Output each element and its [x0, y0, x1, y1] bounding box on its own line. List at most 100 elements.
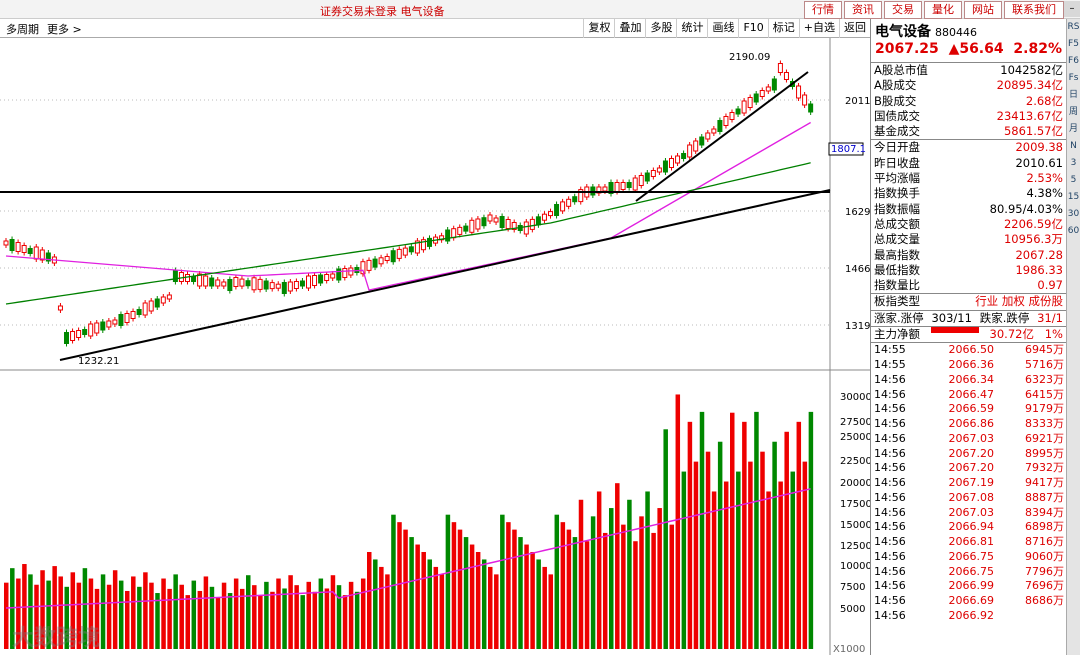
candle: [136, 309, 142, 315]
candle: [57, 305, 63, 311]
tick-list[interactable]: 14:55 2066.50 6945万 14:55 2066.36 5716万 14:56 2…: [871, 343, 1066, 623]
period-button[interactable]: 多周期: [6, 23, 39, 36]
tick-row: 14:56 2066.99 7696万: [874, 579, 1064, 593]
candle: [185, 274, 190, 282]
candle: [130, 311, 136, 319]
tab-multi[interactable]: 多股: [645, 19, 676, 38]
volume-bar: [209, 586, 215, 649]
volume-bar: [348, 581, 354, 649]
candle: [608, 182, 614, 194]
stats2-row: 总成交额 2206.59亿: [874, 216, 1063, 231]
top-button-contact[interactable]: 联系我们: [1004, 1, 1064, 19]
minimize-icon[interactable]: –: [1064, 1, 1080, 17]
sidebar-item[interactable]: 3: [1070, 158, 1077, 168]
top-button-site[interactable]: 网站: [964, 1, 1002, 19]
sidebar-item[interactable]: F6: [1068, 56, 1079, 66]
volume-bar: [711, 491, 717, 649]
candle: [21, 245, 27, 253]
volume-bar: [530, 551, 535, 649]
top-button-trade[interactable]: 交易: [884, 1, 922, 19]
volume-bar: [16, 578, 21, 649]
sidebar-item[interactable]: 月: [1068, 124, 1078, 134]
volume-bar: [427, 559, 432, 649]
tab-overlay[interactable]: 叠加: [614, 19, 645, 38]
volume-bar: [675, 394, 681, 649]
candle: [475, 218, 481, 230]
candle: [142, 302, 148, 316]
sidebar-item[interactable]: N: [1070, 141, 1077, 151]
tab-add-watch[interactable]: +自选: [798, 19, 839, 38]
volume-bar: [736, 471, 741, 649]
tab-back[interactable]: 返回: [839, 19, 870, 38]
volume-bar: [100, 574, 106, 649]
candle: [771, 78, 777, 91]
tab-stats[interactable]: 统计: [676, 19, 707, 38]
volume-bar: [82, 568, 88, 649]
sidebar-item[interactable]: 日: [1068, 90, 1078, 100]
candle: [741, 100, 747, 114]
sidebar-item[interactable]: F5: [1068, 39, 1079, 49]
volume-bar: [584, 541, 590, 649]
trendline-short: [635, 71, 809, 202]
stats-row: 国债成交 23413.67亿: [874, 108, 1063, 123]
sidebar-item[interactable]: 15: [1067, 192, 1080, 202]
tab-f10[interactable]: F10: [738, 19, 767, 38]
candle: [191, 276, 197, 282]
top-button-news[interactable]: 资讯: [844, 1, 882, 19]
top-button-quant[interactable]: 量化: [924, 1, 962, 19]
tab-fuquan[interactable]: 复权: [583, 19, 614, 38]
sidebar-item[interactable]: 30: [1067, 209, 1080, 219]
volume-bar: [760, 451, 765, 649]
volume-bar: [445, 514, 451, 649]
candle: [566, 198, 572, 207]
candle: [166, 294, 172, 300]
kline-chart[interactable]: 2011 1629 1466 1319 30000 27500 25000 22500 2000…: [0, 38, 870, 655]
tick-row: 14:56 2066.92: [874, 608, 994, 622]
volume-bar: [730, 412, 735, 649]
volume-bar: [778, 481, 783, 649]
tick-row: 14:56 2067.03 8394万: [874, 505, 1064, 519]
sidebar-item[interactable]: 周: [1068, 107, 1078, 117]
volume-bar: [518, 537, 523, 649]
candle: [197, 273, 203, 287]
volume-bar: [397, 522, 402, 649]
volume-bar: [669, 524, 674, 649]
candle: [681, 153, 687, 159]
more-button[interactable]: 更多 >: [47, 23, 82, 36]
sidebar-item[interactable]: Fs: [1068, 73, 1079, 83]
volume-bar: [433, 566, 439, 649]
tab-mark[interactable]: 标记: [767, 19, 799, 38]
vol-tick-label: 30000: [840, 392, 870, 403]
volume-bar: [542, 566, 547, 649]
volume-bar: [46, 580, 51, 649]
candle: [275, 283, 281, 289]
volume-bar: [94, 588, 100, 649]
flow-bar: [930, 327, 979, 334]
candle: [499, 216, 505, 228]
sidebar-item[interactable]: 5: [1070, 175, 1077, 185]
sidebar-item[interactable]: 60: [1067, 226, 1080, 236]
candle: [427, 237, 432, 247]
candle: [578, 189, 584, 203]
sidebar-item[interactable]: RS: [1067, 22, 1080, 32]
candle: [554, 204, 560, 216]
candle: [396, 248, 402, 259]
volume-bar: [131, 576, 136, 649]
stats2-row: 总成交量 10956.3万: [874, 232, 1063, 247]
volume-bar: [469, 544, 475, 649]
tick-row: 14:56 2066.75 7796万: [874, 564, 1064, 578]
candle: [463, 225, 469, 232]
stats2-row: 今日开盘 2009.38: [874, 140, 1063, 155]
volume-bar: [379, 566, 384, 649]
top-button-hq[interactable]: 行情: [804, 1, 842, 19]
right-sidebar[interactable]: RS F5 F6 Fs 日周月 N 3 5 15 30 60: [1066, 19, 1080, 655]
market-stats: A股总市值 1042582亿 A股成交 20895.34亿 B股成交 2.68亿 国债成交 2…: [871, 63, 1066, 139]
candle: [402, 247, 408, 256]
candle: [414, 240, 420, 254]
volume-bar: [796, 421, 802, 649]
volume-bar: [784, 431, 789, 649]
chart-area[interactable]: 2011 1629 1466 1319 30000 27500 25000 22500 2000…: [0, 38, 870, 655]
volume-bar: [58, 576, 63, 649]
volume-bar: [300, 595, 305, 649]
tab-draw[interactable]: 画线: [707, 19, 738, 38]
